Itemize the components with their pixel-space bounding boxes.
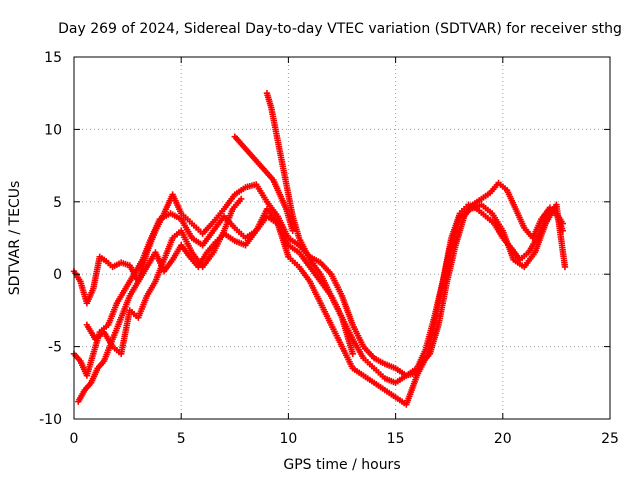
y-tick-label: 5 xyxy=(53,195,62,211)
x-tick-label: 15 xyxy=(387,431,405,447)
y-axis-label: SDTVAR / TECUs xyxy=(7,181,23,296)
series-track-5 xyxy=(231,133,296,234)
chart-title: Day 269 of 2024, Sidereal Day-to-day VTE… xyxy=(58,21,622,37)
x-axis-label: GPS time / hours xyxy=(283,457,400,473)
data-point xyxy=(561,263,569,271)
x-axis: 0 5 10 15 20 25 xyxy=(70,57,619,447)
x-tick-label: 0 xyxy=(70,431,79,447)
x-tick-label: 25 xyxy=(601,431,619,447)
y-tick-label: 10 xyxy=(44,122,62,138)
series-track-4 xyxy=(83,195,245,358)
y-tick-label: 15 xyxy=(44,50,62,66)
series-track-3 xyxy=(75,201,569,408)
y-tick-label: -10 xyxy=(39,412,62,428)
x-tick-label: 5 xyxy=(177,431,186,447)
x-tick-label: 20 xyxy=(494,431,512,447)
data-layer xyxy=(70,90,569,408)
series-track-6 xyxy=(263,90,356,358)
plot-frame xyxy=(73,56,611,420)
y-tick-label: 0 xyxy=(53,267,62,283)
x-tick-label: 10 xyxy=(279,431,297,447)
data-point xyxy=(349,350,356,358)
y-tick-label: -5 xyxy=(48,340,62,356)
y-axis: -10 -5 0 5 10 15 xyxy=(39,50,610,428)
data-point xyxy=(238,195,245,203)
